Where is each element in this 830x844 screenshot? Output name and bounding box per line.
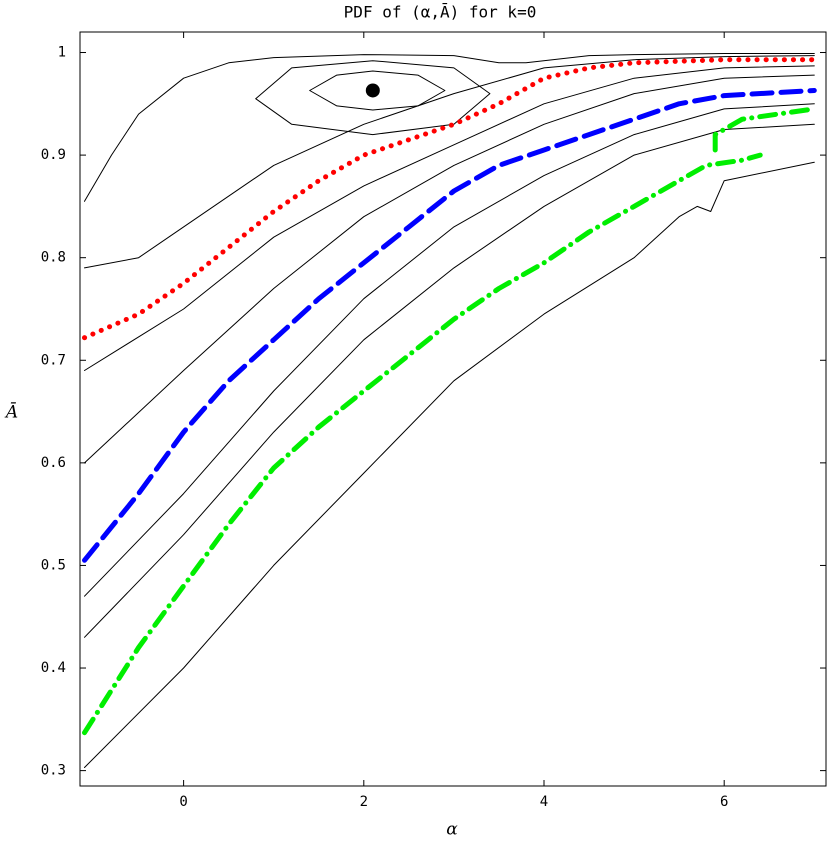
chart-title: PDF of (α,Ā) for k=0 — [344, 3, 537, 22]
y-tick-label: 0.7 — [41, 352, 66, 368]
contour-line — [84, 55, 815, 269]
y-tick-label: 0.3 — [41, 763, 66, 779]
plot-frame — [79, 31, 827, 787]
x-tick-label: 2 — [360, 794, 368, 810]
y-axis-label: Ā — [4, 402, 18, 423]
maximum-point — [365, 83, 380, 98]
contour-line — [84, 123, 815, 638]
x-tick-label: 4 — [540, 794, 548, 810]
contour-line — [84, 74, 815, 464]
contour-line — [309, 70, 446, 111]
y-tick-label: 0.5 — [41, 557, 66, 573]
curve — [82, 106, 817, 736]
y-tick-label: 0.6 — [41, 455, 66, 471]
y-tick-label: 0.9 — [41, 147, 66, 163]
y-tick-label: 1 — [58, 45, 66, 61]
x-tick-label: 0 — [179, 794, 187, 810]
contour-line — [255, 60, 491, 136]
y-tick-label: 0.8 — [41, 250, 66, 266]
x-axis-label: α — [446, 820, 458, 840]
x-tick-label: 6 — [720, 794, 728, 810]
contour-line — [84, 161, 815, 768]
contour-line — [84, 103, 815, 597]
contour-line — [84, 65, 815, 371]
y-tick-label: 0.4 — [41, 660, 66, 676]
curve — [82, 57, 817, 341]
contour-line — [84, 53, 815, 202]
curve — [82, 88, 817, 563]
